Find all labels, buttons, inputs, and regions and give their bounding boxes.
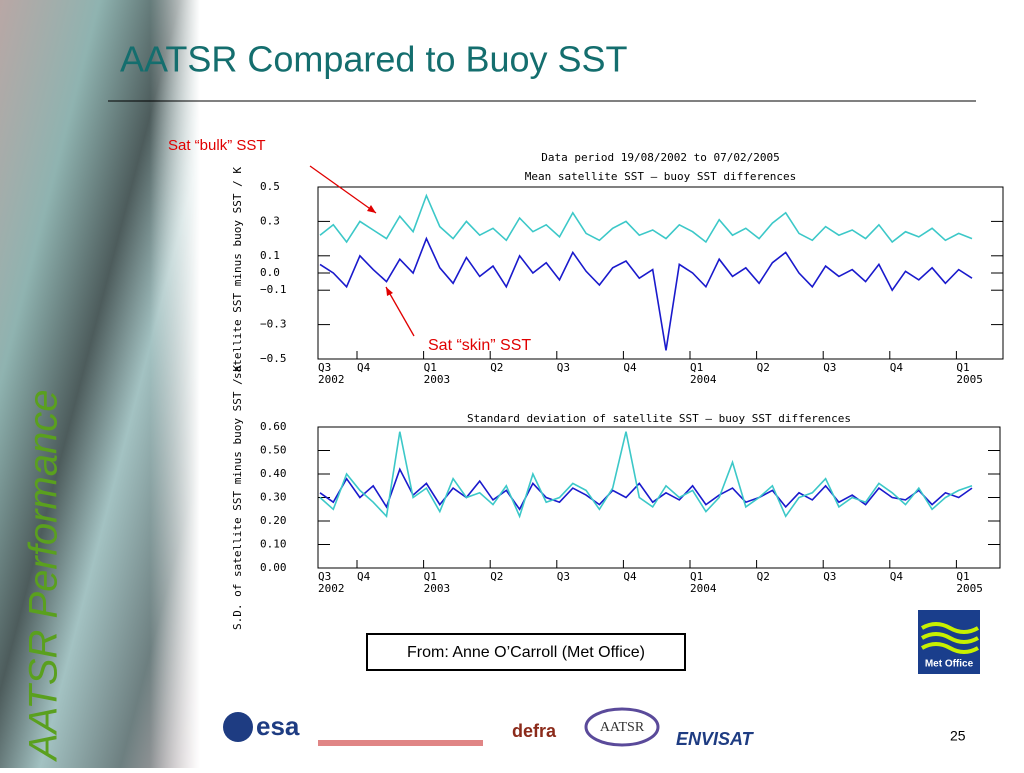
arrow-head (367, 205, 376, 213)
x-tick-label: Q4 (890, 361, 904, 374)
x-tick-label: Q3 (557, 570, 570, 583)
side-fade (0, 0, 200, 768)
esa-logo: esa (256, 711, 300, 741)
y-tick-label: −0.1 (260, 283, 287, 296)
series-line (319, 193, 973, 244)
x-tick-label: Q2 (490, 570, 503, 583)
side-title: AATSR Performance (22, 390, 66, 763)
met-office-waves (921, 622, 979, 654)
x-tick-year: 2002 (318, 373, 345, 386)
esa-mark (223, 712, 253, 742)
y-tick-label: 0.1 (260, 249, 280, 262)
page-number: 25 (950, 728, 966, 744)
x-tick-label: Q2 (490, 361, 503, 374)
chart-subtitle: Mean satellite SST – buoy SST difference… (525, 170, 797, 183)
y-tick-label: 0.60 (260, 420, 287, 433)
met-office-text: Met Office (925, 659, 974, 670)
x-tick-year: 2003 (424, 582, 451, 595)
y-tick-label: 0.10 (260, 538, 287, 551)
x-tick-label: Q1 (956, 570, 969, 583)
y-tick-label: 0.00 (260, 561, 287, 574)
y-tick-label: 0.50 (260, 444, 287, 457)
charts: Data period 19/08/2002 to 07/02/2005 Mean… (168, 137, 1004, 630)
y-tick-label: −0.3 (260, 318, 287, 331)
annotation-arrow (309, 165, 377, 214)
chart-title: Data period 19/08/2002 to 07/02/2005 (541, 151, 779, 164)
annotation: Sat “skin” SST (428, 337, 531, 354)
envisat-logo: ENVISAT (676, 729, 755, 749)
x-tick-year: 2005 (956, 373, 983, 386)
x-tick-year: 2005 (956, 582, 983, 595)
series-line (319, 236, 973, 351)
x-tick-label: Q4 (357, 361, 371, 374)
x-tick-label: Q4 (623, 361, 637, 374)
y-axis-label: satellite SST minus buoy SST / K (231, 167, 244, 379)
x-tick-year: 2004 (690, 582, 717, 595)
source-box (366, 633, 686, 671)
x-tick-label: Q4 (357, 570, 371, 583)
y-tick-label: 0.40 (260, 467, 287, 480)
x-tick-label: Q3 (823, 361, 836, 374)
series-line (319, 431, 973, 519)
y-tick-label: 0.3 (260, 214, 280, 227)
x-tick-label: Q4 (890, 570, 904, 583)
x-tick-label: Q3 (557, 361, 570, 374)
x-tick-label: Q2 (757, 361, 770, 374)
y-tick-label: −0.5 (260, 352, 287, 365)
flags (318, 740, 483, 746)
x-tick-label: Q1 (424, 361, 437, 374)
source: From: Anne O’Carroll (Met Office) (407, 644, 645, 661)
y-axis-label: S.D. of satellite SST minus buoy SST / K (231, 365, 244, 630)
x-tick-label: Q1 (956, 361, 969, 374)
defra-logo: defra (512, 721, 557, 741)
y-tick-label: 0.0 (260, 266, 280, 279)
x-tick-label: Q3 (823, 570, 836, 583)
x-tick-label: Q1 (690, 361, 703, 374)
annotation-arrow (385, 286, 415, 337)
x-tick-label: Q4 (623, 570, 637, 583)
x-tick-label: Q1 (424, 570, 437, 583)
y-tick-label: 0.20 (260, 514, 287, 527)
x-tick-label: Q3 (318, 570, 331, 583)
slide-title: AATSR Compared to Buoy SST (120, 39, 628, 80)
x-tick-label: Q2 (757, 570, 770, 583)
x-tick-year: 2002 (318, 582, 345, 595)
x-tick-year: 2004 (690, 373, 717, 386)
y-tick-label: 0.5 (260, 180, 280, 193)
x-tick-year: 2003 (424, 373, 451, 386)
annotation: Sat “bulk” SST (168, 137, 266, 154)
arrow-head (386, 287, 393, 296)
series-line (319, 467, 973, 511)
x-tick-label: Q3 (318, 361, 331, 374)
chart-title: Standard deviation of satellite SST – bu… (467, 412, 851, 425)
y-tick-label: 0.30 (260, 491, 287, 504)
x-tick-label: Q1 (690, 570, 703, 583)
aatsr-logo: AATSR (600, 720, 645, 735)
aatsr-ring (584, 707, 660, 747)
